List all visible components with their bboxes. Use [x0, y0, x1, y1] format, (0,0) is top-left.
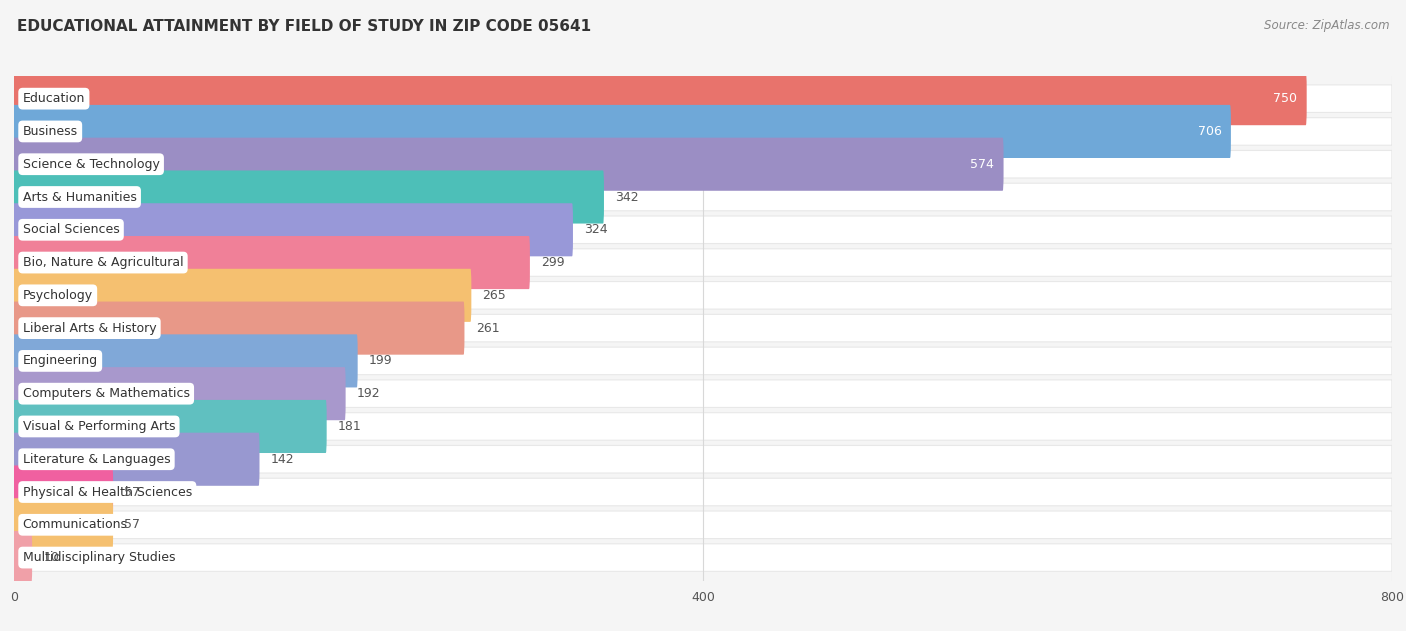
Text: 57: 57 [124, 485, 141, 498]
Text: 706: 706 [1198, 125, 1222, 138]
FancyBboxPatch shape [14, 216, 1392, 244]
FancyBboxPatch shape [13, 105, 1230, 158]
Text: 574: 574 [970, 158, 994, 171]
Text: 57: 57 [124, 518, 141, 531]
Text: Engineering: Engineering [22, 355, 98, 367]
Text: 265: 265 [482, 289, 506, 302]
Text: Computers & Mathematics: Computers & Mathematics [22, 387, 190, 400]
Text: 261: 261 [475, 322, 499, 334]
FancyBboxPatch shape [13, 433, 260, 486]
FancyBboxPatch shape [14, 281, 1392, 309]
Text: Social Sciences: Social Sciences [22, 223, 120, 236]
FancyBboxPatch shape [14, 413, 1392, 440]
FancyBboxPatch shape [13, 72, 1306, 125]
Text: Psychology: Psychology [22, 289, 93, 302]
FancyBboxPatch shape [14, 183, 1392, 211]
FancyBboxPatch shape [13, 138, 1004, 191]
Text: Multidisciplinary Studies: Multidisciplinary Studies [22, 551, 176, 564]
FancyBboxPatch shape [13, 367, 346, 420]
FancyBboxPatch shape [13, 466, 112, 519]
Text: Liberal Arts & History: Liberal Arts & History [22, 322, 156, 334]
Text: Science & Technology: Science & Technology [22, 158, 159, 171]
FancyBboxPatch shape [13, 531, 32, 584]
FancyBboxPatch shape [14, 347, 1392, 375]
Text: Source: ZipAtlas.com: Source: ZipAtlas.com [1264, 19, 1389, 32]
FancyBboxPatch shape [13, 498, 112, 551]
Text: 342: 342 [616, 191, 638, 204]
FancyBboxPatch shape [14, 478, 1392, 506]
Text: 181: 181 [337, 420, 361, 433]
Text: 299: 299 [541, 256, 565, 269]
Text: 192: 192 [357, 387, 381, 400]
Text: EDUCATIONAL ATTAINMENT BY FIELD OF STUDY IN ZIP CODE 05641: EDUCATIONAL ATTAINMENT BY FIELD OF STUDY… [17, 19, 591, 34]
Text: 750: 750 [1274, 92, 1298, 105]
Text: 324: 324 [583, 223, 607, 236]
FancyBboxPatch shape [14, 314, 1392, 342]
FancyBboxPatch shape [14, 511, 1392, 539]
Text: Education: Education [22, 92, 84, 105]
FancyBboxPatch shape [13, 236, 530, 289]
FancyBboxPatch shape [14, 445, 1392, 473]
FancyBboxPatch shape [14, 150, 1392, 178]
FancyBboxPatch shape [13, 269, 471, 322]
Text: Business: Business [22, 125, 77, 138]
Text: Arts & Humanities: Arts & Humanities [22, 191, 136, 204]
FancyBboxPatch shape [14, 249, 1392, 276]
FancyBboxPatch shape [14, 117, 1392, 145]
Text: Literature & Languages: Literature & Languages [22, 452, 170, 466]
FancyBboxPatch shape [13, 334, 357, 387]
Text: 199: 199 [368, 355, 392, 367]
Text: Visual & Performing Arts: Visual & Performing Arts [22, 420, 176, 433]
FancyBboxPatch shape [14, 380, 1392, 408]
Text: Physical & Health Sciences: Physical & Health Sciences [22, 485, 193, 498]
FancyBboxPatch shape [14, 544, 1392, 571]
FancyBboxPatch shape [13, 203, 574, 256]
Text: Communications: Communications [22, 518, 128, 531]
FancyBboxPatch shape [13, 302, 464, 355]
FancyBboxPatch shape [13, 400, 326, 453]
Text: 10: 10 [44, 551, 59, 564]
FancyBboxPatch shape [13, 170, 605, 223]
FancyBboxPatch shape [14, 85, 1392, 112]
Text: 142: 142 [271, 452, 294, 466]
Text: Bio, Nature & Agricultural: Bio, Nature & Agricultural [22, 256, 183, 269]
